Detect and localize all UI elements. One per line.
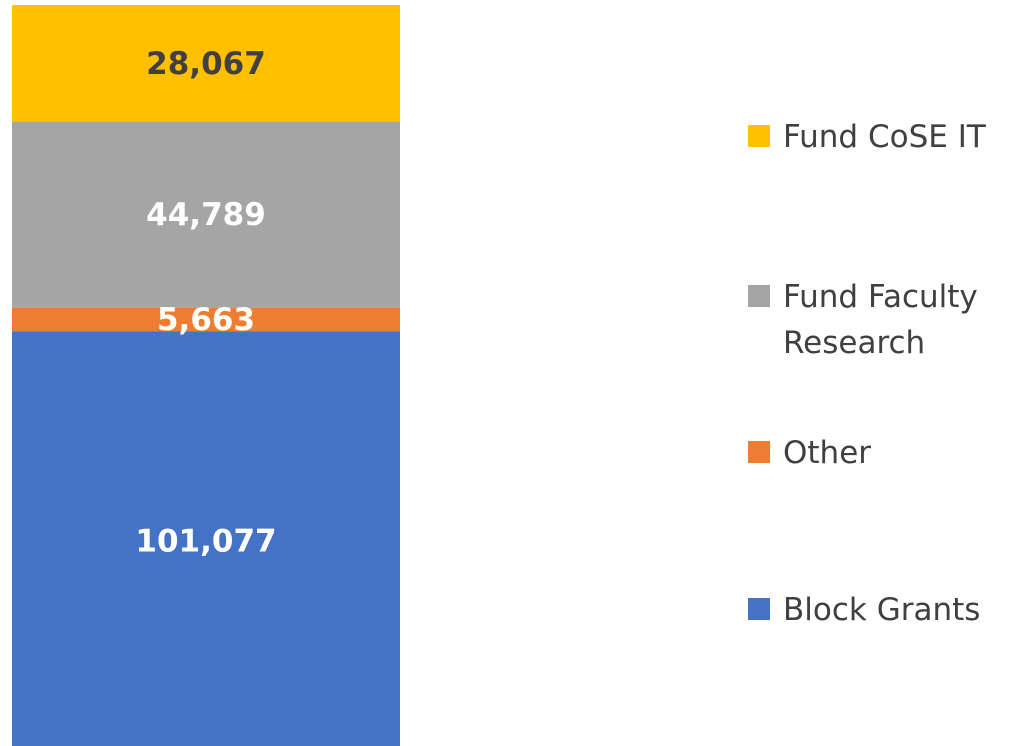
legend-swatch: [748, 125, 770, 147]
legend-item: Fund CoSE IT: [748, 114, 1010, 160]
data-label: 28,067: [146, 46, 266, 82]
bar-segment: [12, 5, 400, 122]
legend-label: Other: [783, 435, 872, 471]
bar-segment: [12, 121, 400, 308]
legend-item: Block Grants: [748, 587, 1010, 633]
data-label: 5,663: [157, 302, 255, 338]
legend-label: Fund CoSE IT: [783, 119, 986, 155]
legend-item: Fund Faculty Research: [748, 274, 1010, 366]
bar-segment: [12, 331, 400, 746]
bar-segment: [12, 307, 400, 332]
legend-swatch: [748, 285, 770, 307]
legend-swatch: [748, 598, 770, 620]
legend-item: Other: [748, 430, 1010, 476]
data-label: 101,077: [135, 524, 276, 560]
legend-swatch: [748, 441, 770, 463]
data-label: 44,789: [146, 197, 266, 233]
legend-label: Block Grants: [783, 592, 981, 628]
legend-label: Fund Faculty Research: [783, 279, 978, 361]
